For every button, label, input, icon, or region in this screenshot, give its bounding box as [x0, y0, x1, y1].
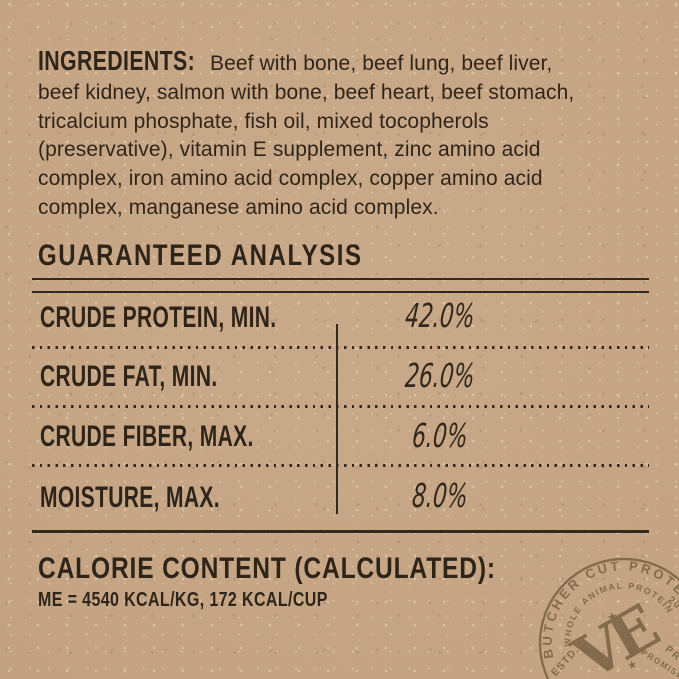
dotted-divider	[32, 405, 649, 408]
stamp-estd-text: ESTD.	[549, 644, 582, 679]
stamp-year-text: 200	[665, 594, 679, 616]
table-bottom-rule	[32, 530, 649, 533]
ga-row-value: 42.0%	[403, 296, 477, 335]
ingredients-line: Beef with bone, beef lung, beef liver,	[210, 52, 553, 75]
guaranteed-analysis-title: GUARANTEED ANALYSIS	[38, 239, 363, 272]
ingredients-line: (preservative), vitamin E supplement, zi…	[38, 138, 541, 162]
stamp-monogram: VE	[562, 593, 669, 679]
ga-row-value: 8.0%	[410, 476, 470, 515]
stamp-promise-text: PROMISE	[639, 647, 679, 679]
ga-row-label: MOISTURE, MAX.	[40, 481, 220, 514]
double-rule	[32, 278, 649, 293]
ingredients-line: complex, iron amino acid complex, copper…	[38, 167, 543, 191]
column-divider	[336, 324, 338, 514]
calorie-me-line: ME = 4540 KCAL/KG, 172 KCAL/CUP	[38, 588, 328, 611]
dotted-divider	[32, 464, 649, 467]
ga-row-value: 6.0%	[410, 416, 470, 455]
dotted-divider	[32, 346, 649, 349]
ingredients-line: complex, manganese amino acid complex.	[38, 195, 439, 219]
ga-row-label: CRUDE PROTEIN, MIN.	[40, 301, 277, 334]
ga-row-value: 26.0%	[403, 356, 477, 395]
stamp-star-bottom-icon: ★	[626, 658, 639, 673]
ingredients-line: beef kidney, salmon with bone, beef hear…	[38, 80, 575, 104]
stamp-corner-text: PROTEIN	[663, 644, 679, 679]
calorie-content-title: CALORIE CONTENT (CALCULATED):	[38, 552, 496, 585]
ingredients-line: tricalcium phosphate, fish oil, mixed to…	[38, 109, 489, 133]
ingredients-section: INGREDIENTS: Beef with bone, beef lung, …	[38, 45, 638, 223]
ga-row-label: CRUDE FAT, MIN.	[40, 360, 218, 393]
ingredients-heading: INGREDIENTS:	[38, 45, 196, 76]
stamp-star-top-icon: ★	[604, 608, 620, 626]
ga-row-label: CRUDE FIBER, MAX.	[40, 420, 254, 453]
